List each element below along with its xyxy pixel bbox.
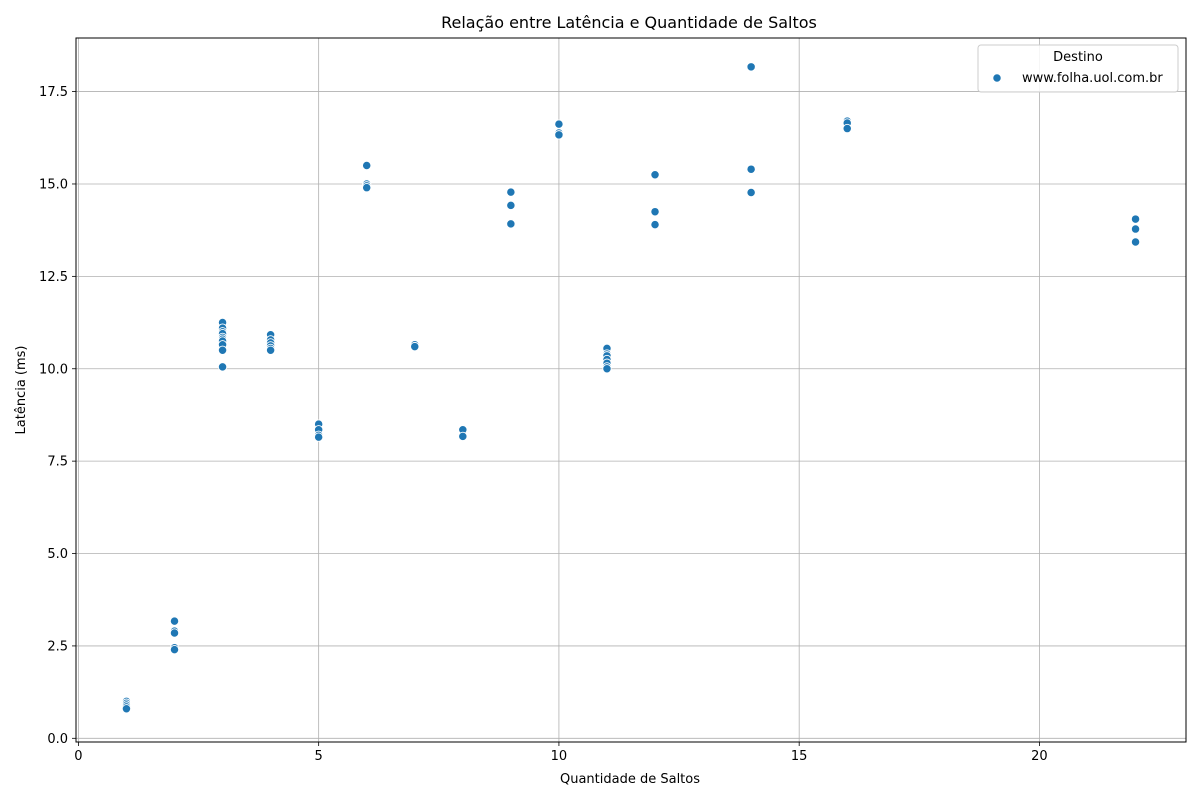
x-tick-label: 5 — [315, 749, 323, 764]
legend-marker — [992, 73, 1002, 83]
legend-title: Destino — [1053, 50, 1103, 65]
data-point — [169, 628, 180, 638]
data-point — [1130, 237, 1141, 247]
chart-title: Relação entre Latência e Quantidade de S… — [441, 13, 817, 32]
data-point — [746, 187, 756, 198]
x-tick-label: 10 — [551, 749, 568, 764]
data-point — [362, 160, 372, 171]
y-tick-label: 15.0 — [39, 177, 68, 192]
axis-ticks: 0 5 10 15 20 0.0 2.5 5.0 7.5 10.0 12.5 15.0 17.5 — [39, 85, 1048, 764]
y-tick-label: 10.0 — [39, 362, 68, 377]
data-point — [314, 432, 324, 442]
y-tick-label: 0.0 — [47, 732, 68, 747]
data-point — [746, 164, 756, 174]
data-point — [410, 341, 420, 352]
data-point — [169, 616, 180, 626]
data-point — [169, 644, 180, 655]
data-point — [362, 183, 372, 193]
x-tick-label: 0 — [74, 749, 82, 764]
data-point — [602, 364, 612, 374]
data-points — [121, 62, 1141, 714]
plot-area — [75, 37, 1187, 743]
data-point — [746, 62, 756, 72]
y-tick-label: 7.5 — [47, 455, 68, 470]
x-tick-label: 20 — [1031, 749, 1048, 764]
data-point — [217, 345, 228, 355]
y-tick-label: 17.5 — [39, 85, 68, 100]
data-point — [458, 431, 468, 442]
x-axis-label: Quantidade de Saltos — [560, 772, 700, 787]
data-point — [554, 130, 564, 140]
data-point — [506, 200, 516, 211]
data-point — [1130, 224, 1141, 234]
data-point — [265, 345, 276, 355]
y-tick-label: 2.5 — [47, 639, 68, 654]
data-point — [650, 219, 660, 230]
data-point — [506, 187, 516, 197]
legend: Destino www.folha.uol.com.br — [977, 44, 1179, 93]
data-point — [121, 704, 132, 714]
legend-entry-label: www.folha.uol.com.br — [1022, 71, 1163, 86]
data-point — [650, 170, 660, 180]
data-point — [842, 123, 852, 134]
y-tick-label: 12.5 — [39, 270, 68, 285]
data-point — [554, 119, 564, 129]
y-tick-label: 5.0 — [47, 547, 68, 562]
y-axis-label: Latência (ms) — [14, 346, 29, 435]
data-point — [650, 207, 660, 217]
data-point — [506, 219, 516, 229]
data-point — [1130, 214, 1141, 224]
data-point — [217, 362, 228, 372]
x-tick-label: 15 — [791, 749, 808, 764]
legend-frame — [977, 44, 1179, 93]
